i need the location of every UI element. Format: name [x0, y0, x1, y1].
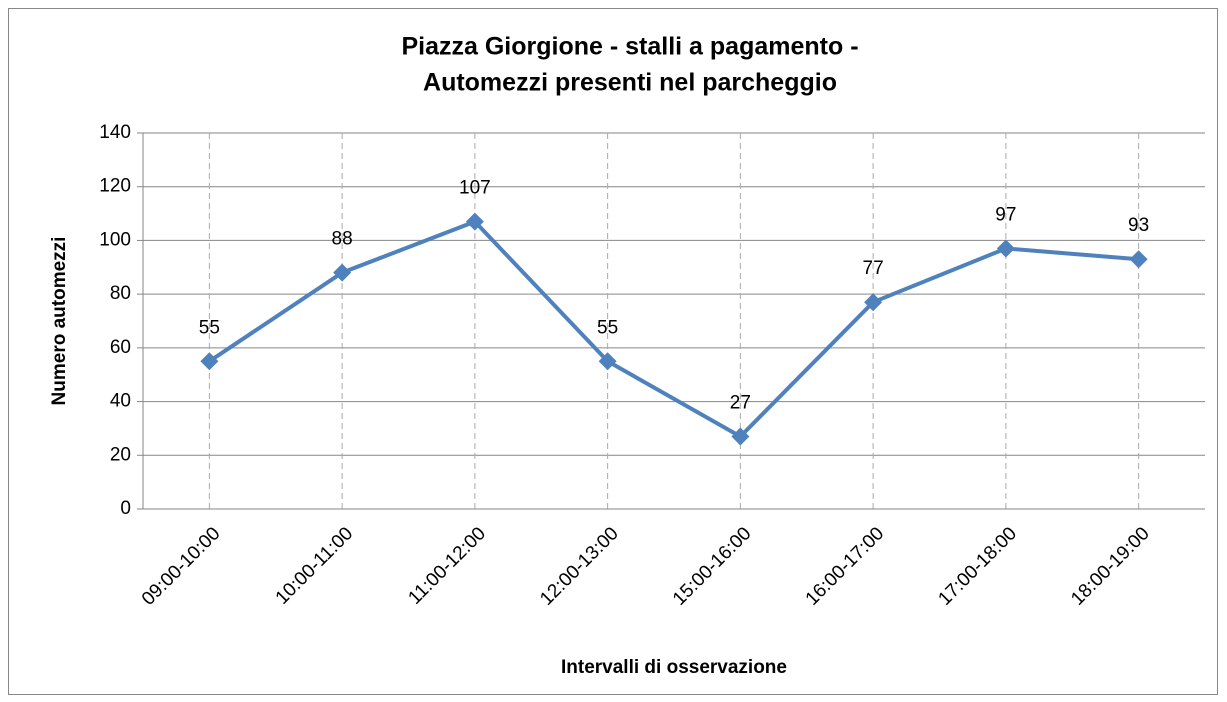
chart-title: Automezzi presenti nel parcheggio: [423, 69, 837, 97]
data-label: 55: [199, 317, 220, 338]
data-point: [200, 352, 219, 371]
data-point: [598, 352, 617, 371]
chart-border: [8, 8, 1218, 695]
data-point: [465, 212, 484, 231]
data-point: [996, 239, 1015, 258]
chart-title: Piazza Giorgione - stalli a pagamento -: [401, 33, 858, 61]
data-label: 27: [730, 393, 751, 414]
y-axis-title: Numero automezzi: [49, 237, 70, 406]
data-point: [1129, 250, 1148, 269]
y-tick-label: 100: [99, 229, 131, 250]
data-label: 88: [332, 229, 353, 250]
data-label: 107: [459, 178, 491, 199]
data-point: [333, 263, 352, 282]
data-label: 55: [597, 317, 618, 338]
data-label: 77: [863, 258, 884, 279]
y-tick-label: 20: [110, 444, 131, 465]
data-point: [731, 427, 750, 446]
y-tick-label: 80: [110, 283, 131, 304]
y-tick-label: 140: [99, 122, 131, 143]
data-label: 93: [1128, 215, 1149, 236]
y-tick-label: 0: [120, 498, 131, 519]
y-tick-label: 60: [110, 337, 131, 358]
data-point: [864, 293, 883, 312]
x-axis-title: Intervalli di osservazione: [561, 657, 787, 678]
y-tick-label: 120: [99, 176, 131, 197]
data-label: 97: [995, 205, 1016, 226]
y-tick-label: 40: [110, 391, 131, 412]
data-line: [208, 219, 1139, 439]
